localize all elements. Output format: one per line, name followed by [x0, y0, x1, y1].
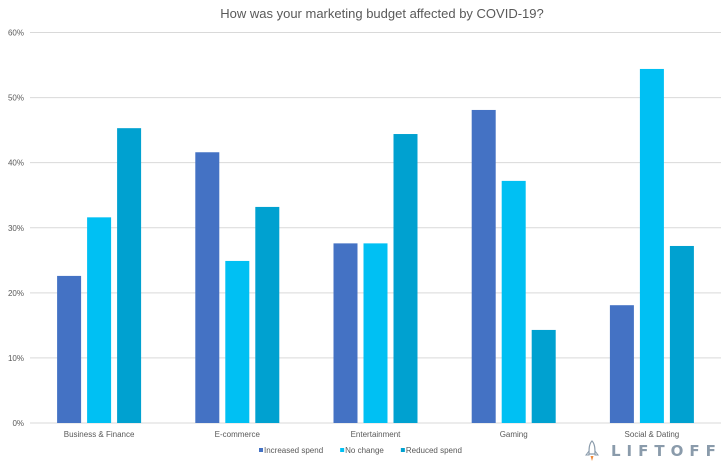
bar-increased-spend	[333, 243, 358, 423]
y-tick-label: 60%	[8, 29, 24, 38]
legend-swatch	[340, 448, 345, 452]
y-axis-ticks: 0% 10% 20% 30% 40% 50% 60%	[8, 29, 24, 429]
legend-swatch	[400, 448, 405, 452]
legend: Increased spend No change Reduced spend	[259, 446, 462, 455]
legend-item: Increased spend	[259, 446, 323, 455]
legend-label: Reduced spend	[406, 446, 462, 455]
x-tick-label: E-commerce	[215, 430, 261, 439]
x-tick-label: Social & Dating	[625, 430, 680, 439]
bar-reduced-spend	[531, 329, 556, 423]
bar-increased-spend	[57, 275, 82, 423]
rocket-icon	[585, 440, 599, 461]
x-tick-label: Gaming	[500, 430, 528, 439]
bar-no-change	[225, 260, 250, 423]
bar-no-change	[501, 180, 526, 423]
bar-reduced-spend	[393, 134, 418, 423]
legend-label: Increased spend	[264, 446, 323, 455]
bar-no-change	[87, 217, 112, 423]
logo-text: LIFTOFF	[611, 442, 722, 460]
y-tick-label: 20%	[8, 289, 24, 298]
bars	[57, 68, 694, 424]
y-tick-label: 0%	[12, 419, 24, 428]
legend-item: Reduced spend	[400, 446, 462, 455]
liftoff-logo: LIFTOFF	[585, 439, 722, 463]
x-tick-label: Business & Finance	[64, 430, 135, 439]
bar-increased-spend	[195, 152, 220, 423]
bar-no-change	[363, 243, 388, 423]
y-tick-label: 30%	[8, 224, 24, 233]
bar-increased-spend	[609, 305, 634, 423]
legend-item: No change	[340, 446, 384, 455]
legend-label: No change	[345, 446, 384, 455]
y-tick-label: 40%	[8, 159, 24, 168]
y-tick-label: 10%	[8, 354, 24, 363]
x-axis-ticks: Business & Finance E-commerce Entertainmen…	[64, 430, 680, 439]
bar-reduced-spend	[255, 206, 280, 423]
bar-no-change	[639, 68, 664, 424]
legend-swatch	[259, 448, 263, 452]
y-tick-label: 50%	[8, 94, 24, 103]
x-tick-label: Entertainment	[351, 430, 402, 439]
bar-reduced-spend	[117, 128, 142, 424]
bar-increased-spend	[471, 109, 496, 424]
chart-title: How was your marketing budget affected b…	[220, 6, 543, 21]
bar-reduced-spend	[669, 245, 694, 423]
